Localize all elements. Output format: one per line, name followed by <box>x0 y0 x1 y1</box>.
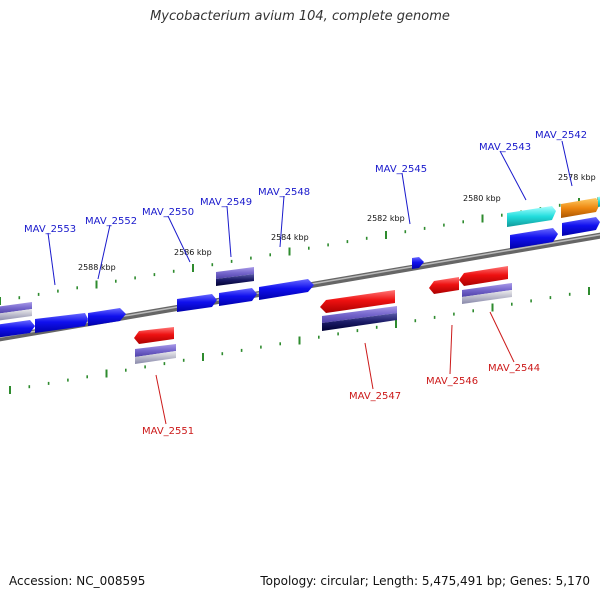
leader-line-2548 <box>279 195 285 248</box>
gene-label-MAV_2546[interactable]: MAV_2546 <box>426 376 478 387</box>
gene-arrow-left-edge[interactable] <box>0 320 35 338</box>
homolog-bar-left-b <box>0 309 32 321</box>
gene-label-MAV_2551[interactable]: MAV_2551 <box>142 426 194 437</box>
leader-line-2549 <box>226 205 232 258</box>
gene-arrow-MAV_2548[interactable] <box>259 279 314 300</box>
gene-label-MAV_2547[interactable]: MAV_2547 <box>349 391 401 402</box>
leader-lines <box>47 140 573 425</box>
homolog-bar-left-a <box>0 302 32 314</box>
map-title: Mycobacterium avium 104, complete genome <box>150 9 450 24</box>
gene-label-MAV_2550[interactable]: MAV_2550 <box>142 207 194 218</box>
gene-label-MAV_2544[interactable]: MAV_2544 <box>488 363 540 374</box>
gene-arrow-MAV_2552[interactable] <box>88 308 126 326</box>
homolog-bar-2547-b <box>322 313 397 331</box>
forward-strand-genes <box>0 196 600 338</box>
kbp-label-2580: 2580 kbp <box>463 194 501 203</box>
homolog-bar-2544-b <box>462 290 512 304</box>
gene-arrow-right-forward[interactable] <box>510 228 558 249</box>
leader-line-2545 <box>401 172 411 225</box>
lower-scale-track <box>9 287 590 394</box>
gene-label-MAV_2549[interactable]: MAV_2549 <box>200 197 252 208</box>
gene-arrow-MAV_2547[interactable] <box>320 290 395 313</box>
kbp-label-2584: 2584 kbp <box>271 233 309 242</box>
gene-label-MAV_2543[interactable]: MAV_2543 <box>479 142 531 153</box>
homolog-bar-2551-b <box>135 351 176 364</box>
kbp-label-2588: 2588 kbp <box>78 263 116 272</box>
homolog-bar-2544-a <box>462 283 512 297</box>
leader-line-2551 <box>155 374 167 425</box>
homolog-bar-2549-a <box>216 267 254 279</box>
homolog-bar-2547-a <box>322 306 397 323</box>
leader-line-2546 <box>449 324 453 375</box>
leader-line-2552 <box>97 224 111 280</box>
accession-text: Accession: NC_008595 <box>9 574 146 588</box>
gene-arrow-MAV_2543[interactable] <box>507 206 556 227</box>
gene-arrow-upper-right[interactable] <box>562 217 600 236</box>
genome-summary-text: Topology: circular; Length: 5,475,491 bp… <box>260 574 590 588</box>
kbp-label-2586: 2586 kbp <box>174 248 212 257</box>
gene-arrow-MAV_2550[interactable] <box>177 294 217 312</box>
kbp-label-2578: 2578 kbp <box>558 173 596 182</box>
gene-arrow-MAV_2542[interactable] <box>561 198 600 218</box>
leader-line-2544 <box>489 311 515 363</box>
gene-arrow-MAV_2546[interactable] <box>429 277 459 294</box>
gene-label-MAV_2542[interactable]: MAV_2542 <box>535 130 587 141</box>
gene-label-MAV_2553[interactable]: MAV_2553 <box>24 224 76 235</box>
leader-line-2550 <box>167 215 191 263</box>
gene-arrow-MAV_2549[interactable] <box>219 288 257 306</box>
upper-scale-track <box>0 197 600 305</box>
gene-label-MAV_2552[interactable]: MAV_2552 <box>85 216 137 227</box>
leader-line-2547 <box>364 342 374 390</box>
homolog-bar-2551-a <box>135 344 176 357</box>
gene-arrow-MAV_2551[interactable] <box>134 327 174 344</box>
leader-line-2543 <box>499 150 527 201</box>
gene-label-MAV_2545[interactable]: MAV_2545 <box>375 164 427 175</box>
leader-line-2553 <box>47 232 56 286</box>
gene-arrow-MAV_2544[interactable] <box>459 266 508 286</box>
gene-arrow-MAV_2553[interactable] <box>35 313 88 333</box>
kbp-label-2582: 2582 kbp <box>367 214 405 223</box>
leader-line-2542 <box>561 140 573 187</box>
reverse-strand-genes <box>134 266 512 364</box>
homolog-bar-2549-b <box>216 274 254 286</box>
gene-label-MAV_2548[interactable]: MAV_2548 <box>258 187 310 198</box>
gene-arrow-MAV_2545[interactable] <box>412 257 424 269</box>
